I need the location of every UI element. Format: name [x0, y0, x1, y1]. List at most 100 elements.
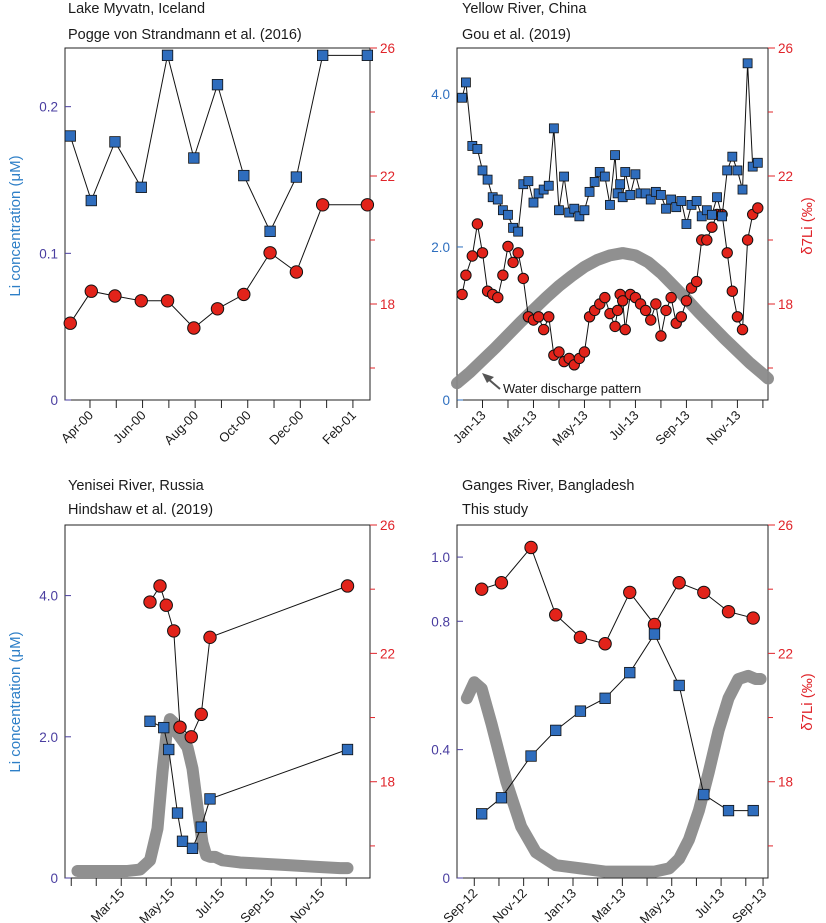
d7li-point — [460, 269, 472, 281]
li-point — [85, 194, 97, 207]
y-right-tick-label: 22 — [778, 646, 793, 661]
x-tick-label: Mar-15 — [88, 886, 128, 923]
li-point — [163, 743, 175, 756]
li-point — [195, 821, 207, 833]
li-point — [457, 92, 468, 103]
d7li-point — [619, 323, 631, 336]
li-point — [589, 177, 600, 187]
li-point — [559, 171, 569, 182]
li-point — [238, 169, 250, 182]
annotation-arrow-head — [482, 373, 494, 383]
panel-subtitle: Pogge von Strandmann et al. (2016) — [68, 27, 302, 43]
discharge-curve — [71, 713, 354, 877]
d7li-series-line — [149, 584, 348, 738]
y-right-tick-label: 18 — [380, 775, 395, 790]
li-point — [264, 225, 276, 237]
li-point — [673, 679, 685, 692]
li-point — [186, 842, 199, 854]
y-left-tick-label: 4.0 — [431, 87, 450, 102]
x-tick-label: May-15 — [136, 886, 177, 923]
d7li-point — [680, 295, 693, 307]
li-point — [732, 165, 743, 176]
plot-frame — [456, 524, 769, 879]
li-point — [317, 49, 329, 61]
discharge-annotation: Water discharge pattern — [503, 381, 641, 396]
li-point — [476, 808, 488, 820]
d7li-point — [456, 288, 468, 301]
li-point — [64, 130, 76, 142]
li-point — [477, 165, 488, 176]
y-right-tick-label: 18 — [778, 775, 793, 790]
panel-title: Ganges River, Bangladesh — [462, 478, 635, 494]
li-point — [696, 211, 707, 222]
y-right-tick-label: 18 — [778, 297, 793, 312]
li-point — [691, 196, 702, 206]
li-point — [722, 804, 735, 817]
li-point — [676, 196, 687, 206]
li-point — [204, 793, 216, 805]
panel-lake-myvatn: Lake Myvatn, Iceland Pogge von Strandman… — [7, 1, 395, 448]
li-point — [666, 194, 677, 205]
discharge-curve — [460, 669, 767, 878]
li-point — [472, 144, 483, 154]
d7li-point — [655, 330, 667, 342]
d7li-point — [701, 234, 713, 246]
d7li-point — [315, 198, 330, 212]
li-point — [605, 199, 615, 210]
d7li-point — [532, 311, 545, 323]
d7li-point — [672, 576, 686, 590]
d7li-point — [741, 234, 754, 246]
li-point — [109, 136, 121, 148]
x-tick-label: Jan-13 — [450, 408, 489, 447]
li-point — [599, 692, 611, 704]
y-left-tick-label: 0.1 — [39, 246, 58, 261]
y-left-tick-label: 2.0 — [39, 730, 58, 745]
d7li-point — [665, 291, 677, 304]
d7li-point — [502, 240, 514, 253]
y-axis-left-label: Li concentration (μM) — [7, 631, 24, 772]
d7li-point — [721, 604, 736, 619]
li-point — [525, 750, 537, 762]
li-point — [171, 807, 184, 819]
d7li-point — [746, 611, 760, 625]
li-point — [574, 705, 587, 717]
d7li-point — [360, 198, 375, 212]
d7li-point — [726, 285, 739, 297]
li-point — [722, 165, 733, 176]
d7li-point — [143, 595, 157, 609]
y-right-tick-label: 26 — [380, 518, 395, 533]
x-tick-label: Apr-00 — [58, 408, 96, 446]
li-point — [625, 190, 636, 200]
x-tick-label: Sep-13 — [652, 408, 692, 448]
panel-subtitle: Gou et al. (2019) — [462, 27, 571, 43]
li-point — [752, 157, 763, 168]
d7li-point — [476, 247, 489, 259]
x-tick-label: Nov-13 — [703, 408, 743, 448]
d7li-point — [599, 291, 611, 304]
d7li-point — [194, 707, 208, 722]
d7li-point — [721, 247, 733, 259]
panel-ganges-river: Ganges River, Bangladesh This study δ7Li… — [431, 478, 816, 923]
x-tick-label: Jul-13 — [692, 886, 728, 922]
li-point — [648, 628, 661, 640]
li-point — [727, 151, 738, 162]
y-right-tick-label: 22 — [778, 169, 793, 184]
li-point — [503, 209, 513, 220]
x-tick-label: May-13 — [637, 886, 678, 923]
li-point — [681, 219, 692, 229]
y-right-tick-label: 18 — [380, 297, 395, 312]
y-left-tick-label: 1.0 — [431, 550, 450, 565]
d7li-point — [153, 579, 167, 593]
d7li-point — [84, 284, 98, 298]
y-right-tick-label: 26 — [380, 41, 395, 56]
x-tick-label: Sep-15 — [237, 886, 277, 923]
li-point — [543, 180, 554, 191]
li-point — [737, 184, 748, 195]
d7li-point — [289, 265, 304, 279]
li-point — [656, 190, 666, 200]
d7li-point — [731, 311, 744, 323]
d7li-point — [598, 637, 612, 651]
d7li-point — [660, 304, 672, 317]
li-point — [717, 211, 728, 222]
d7li-point — [160, 294, 175, 308]
